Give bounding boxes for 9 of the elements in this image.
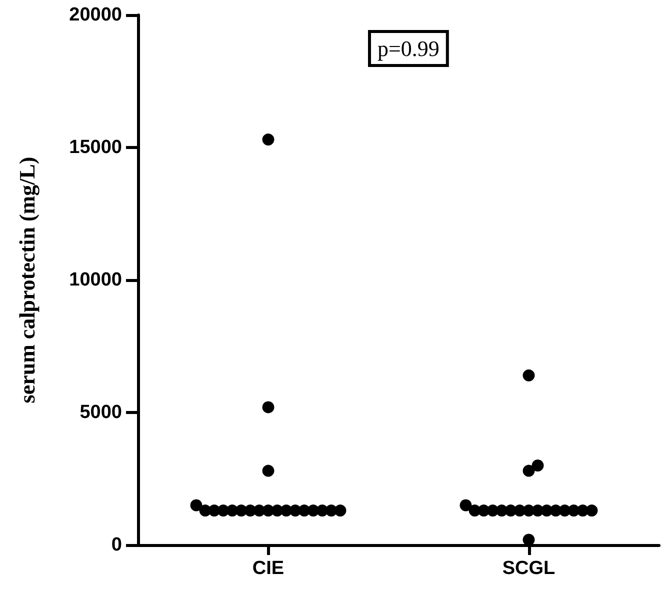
y-axis-title: serum calprotectin (mg/L) — [14, 156, 40, 404]
y-tick-label: 20000 — [69, 4, 122, 26]
x-tick-label: SCGL — [502, 558, 556, 579]
y-tick-label: 15000 — [69, 137, 122, 158]
y-tick-label: 10000 — [69, 270, 122, 290]
y-tick-label: 0 — [111, 534, 122, 556]
annotation: p=0.99 — [378, 36, 440, 61]
x-tick-label: CIE — [252, 558, 284, 579]
y-tick-label: 5000 — [80, 402, 122, 423]
